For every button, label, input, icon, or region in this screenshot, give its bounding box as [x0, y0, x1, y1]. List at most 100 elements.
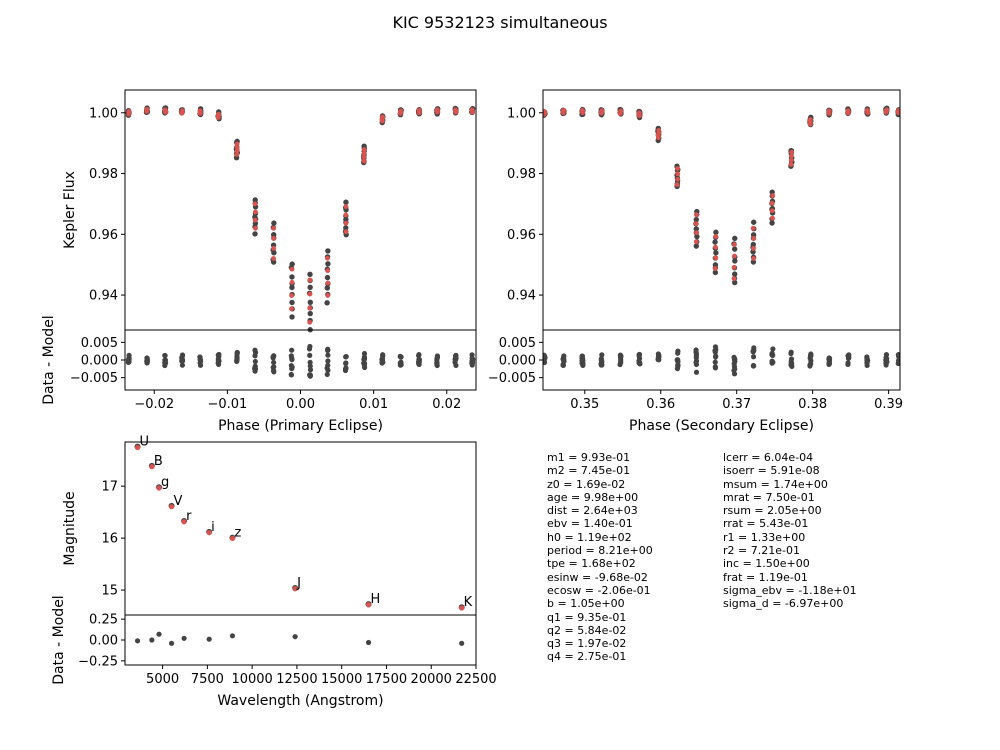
model-point	[453, 107, 458, 113]
resid-point	[288, 371, 294, 378]
x-tick-label: 0.37	[722, 397, 751, 412]
resid-point	[750, 354, 757, 360]
resid-point	[215, 356, 221, 362]
resid-y-tick-label: 0.25	[89, 613, 118, 628]
resid-point	[179, 362, 186, 368]
parameter-line: inc = 1.50e+00	[723, 557, 810, 571]
model-point	[675, 171, 681, 177]
model-point	[543, 109, 547, 114]
resid-point	[215, 352, 221, 358]
parameter-line: isoerr = 5.91e-08	[723, 464, 820, 478]
resid-point	[845, 355, 852, 362]
model-point	[675, 176, 681, 182]
y-tick-label: 0.98	[507, 167, 536, 182]
model-point	[252, 201, 258, 207]
resid-point	[162, 357, 168, 363]
data-point	[713, 250, 719, 256]
resid-point	[731, 371, 738, 377]
resid-point	[636, 351, 642, 358]
resid-y-tick-label: 0.00	[89, 634, 118, 649]
parameter-line: m1 = 9.93e-01	[547, 451, 631, 464]
model-point	[694, 212, 699, 218]
model-point	[181, 519, 187, 525]
x-tick-label: 10000	[231, 672, 272, 687]
model-point	[325, 255, 330, 261]
resid-point	[379, 358, 386, 364]
resid-point	[655, 351, 661, 357]
resid-point	[808, 351, 814, 357]
x-tick-label: 15000	[321, 672, 362, 687]
y-tick-label: 0.94	[507, 289, 536, 304]
data-points	[543, 105, 900, 377]
model-point	[289, 266, 295, 272]
resid-y-axis-label: Data - Model	[51, 595, 67, 684]
parameter-list-right: lcerr = 6.04e-04 isoerr = 5.91e-08 msum = …	[723, 451, 857, 611]
model-point	[751, 246, 756, 251]
model-point	[307, 291, 313, 297]
data-point	[693, 226, 699, 232]
model-point	[694, 230, 700, 236]
model-point	[149, 464, 155, 470]
parameter-line: frat = 1.19e-01	[723, 570, 808, 584]
band-label: r	[186, 509, 192, 524]
model-point	[343, 212, 349, 218]
resid-point	[845, 360, 851, 366]
model-point	[156, 485, 162, 491]
data-point	[732, 235, 738, 242]
data-point	[750, 219, 757, 225]
model-point	[271, 256, 276, 261]
chart-primary: 0.94 0.96 0.98 1.00 −0.005 0.000 0.005 −0.02 −0.…	[41, 89, 477, 434]
y-tick-label: 0.98	[89, 167, 118, 182]
data-point	[289, 299, 295, 306]
data-point	[289, 284, 295, 291]
resid-point	[826, 361, 832, 367]
resid-point	[252, 347, 258, 353]
resid-point	[469, 352, 475, 358]
parameter-line: q4 = 2.75e-01	[547, 650, 627, 664]
model-point	[325, 268, 331, 274]
data-point	[343, 199, 349, 205]
model-point	[289, 293, 294, 299]
model-point	[234, 148, 240, 154]
parameter-line: age = 9.98e+00	[547, 490, 639, 504]
model-point	[731, 276, 737, 282]
parameter-line: sigma_d = -6.97e+00	[723, 597, 844, 611]
data-point	[325, 261, 331, 267]
data-point	[750, 232, 757, 238]
data-point	[324, 274, 331, 281]
data-point	[750, 259, 757, 265]
model-point	[751, 256, 756, 261]
band-label: i	[211, 520, 215, 535]
parameter-line: b = 1.05e+00	[547, 597, 625, 611]
y-tick-label: 0.94	[89, 289, 118, 304]
resid-point	[234, 350, 240, 356]
parameter-line: m2 = 7.45e-01	[547, 464, 631, 478]
data-point	[307, 299, 314, 306]
data-point	[270, 232, 277, 238]
y-tick-label: 0.96	[507, 228, 536, 243]
model-point	[289, 279, 295, 285]
resid-point	[732, 366, 738, 372]
x-tick-label: 17500	[366, 672, 407, 687]
model-point	[134, 444, 141, 451]
model-point	[361, 154, 367, 160]
parameter-line: q1 = 9.35e-01	[547, 610, 627, 624]
resid-y-tick-label: 0.000	[81, 354, 118, 369]
band-label: K	[464, 595, 473, 610]
resid-point	[598, 362, 604, 368]
model-point	[788, 158, 794, 163]
resid-y-tick-label: 0.005	[81, 336, 118, 351]
model-point	[674, 182, 680, 188]
model-point	[307, 305, 313, 311]
model-point	[732, 253, 737, 259]
data-point	[712, 262, 719, 268]
parameter-line: z0 = 1.69e-02	[547, 477, 626, 491]
resid-point	[380, 353, 386, 359]
model-point	[229, 535, 236, 541]
data-point	[732, 279, 738, 286]
resid-point	[181, 635, 187, 641]
parameter-line: rrat = 5.43e-01	[723, 517, 809, 531]
resid-point	[655, 356, 661, 363]
resid-point	[307, 367, 314, 373]
model-point	[579, 107, 585, 113]
